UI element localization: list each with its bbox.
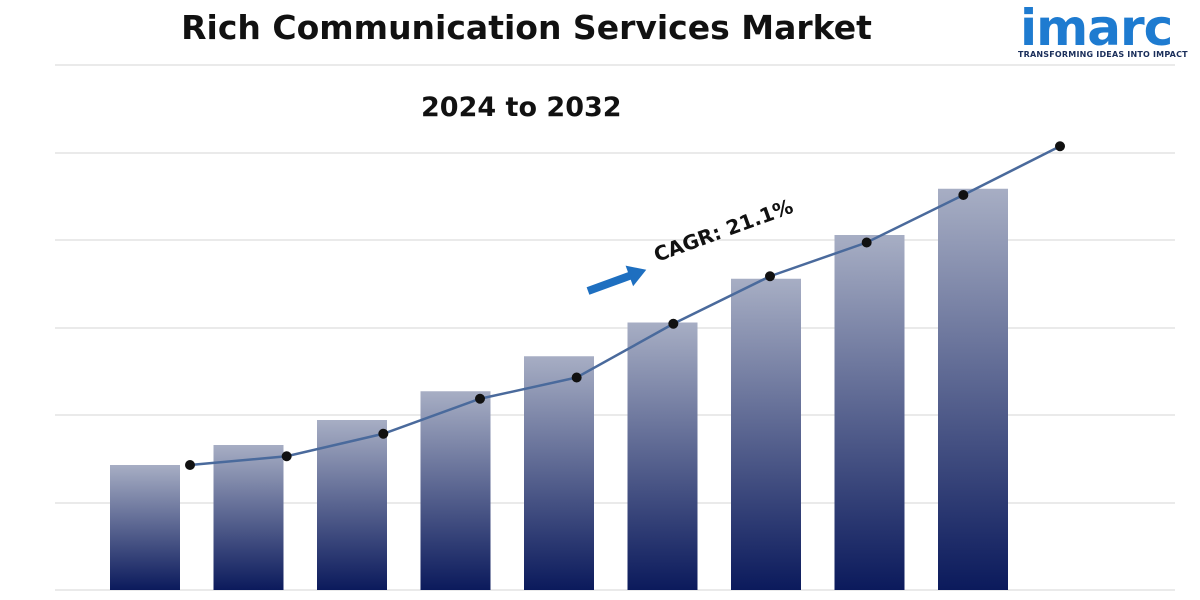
trend-point-5 [668, 318, 679, 329]
trend-point-0 [185, 460, 195, 470]
imarc-logo: imarc TRANSFORMING IDEAS INTO IMPACT [1012, 0, 1188, 62]
trend-point-7 [861, 237, 872, 248]
bar-2031 [834, 235, 905, 590]
bar-2029 [627, 322, 698, 590]
cagr-arrow [586, 265, 647, 295]
bar-2030 [731, 278, 801, 590]
chart-subtitle: 2024 to 2032 [421, 92, 622, 123]
trend-point-1 [281, 451, 292, 462]
trend-point-8 [958, 190, 969, 200]
bar-2026 [317, 420, 387, 590]
trend-point-3 [475, 393, 485, 404]
bar-2024 [110, 465, 180, 590]
trend-point-4 [571, 372, 582, 383]
bars [110, 188, 1008, 590]
bar-2025 [213, 445, 284, 590]
bar-2028 [524, 356, 594, 590]
bar-2032 [938, 188, 1008, 590]
trend-point-2 [378, 428, 389, 439]
chart-title: Rich Communication Services Market [181, 8, 872, 47]
trend-polyline [189, 145, 1061, 467]
cagr-arrow-shaft [586, 271, 633, 295]
bar-2027 [420, 391, 491, 590]
cagr-arrow-head [625, 265, 647, 287]
cagr-label: CAGR: 21.1% [651, 194, 797, 267]
logo-tagline: TRANSFORMING IDEAS INTO IMPACT [1018, 50, 1188, 59]
trend-line [185, 141, 1065, 470]
trend-point-6 [765, 271, 775, 282]
trend-point-9 [1055, 141, 1065, 152]
logo-wordmark: imarc [1020, 0, 1173, 57]
